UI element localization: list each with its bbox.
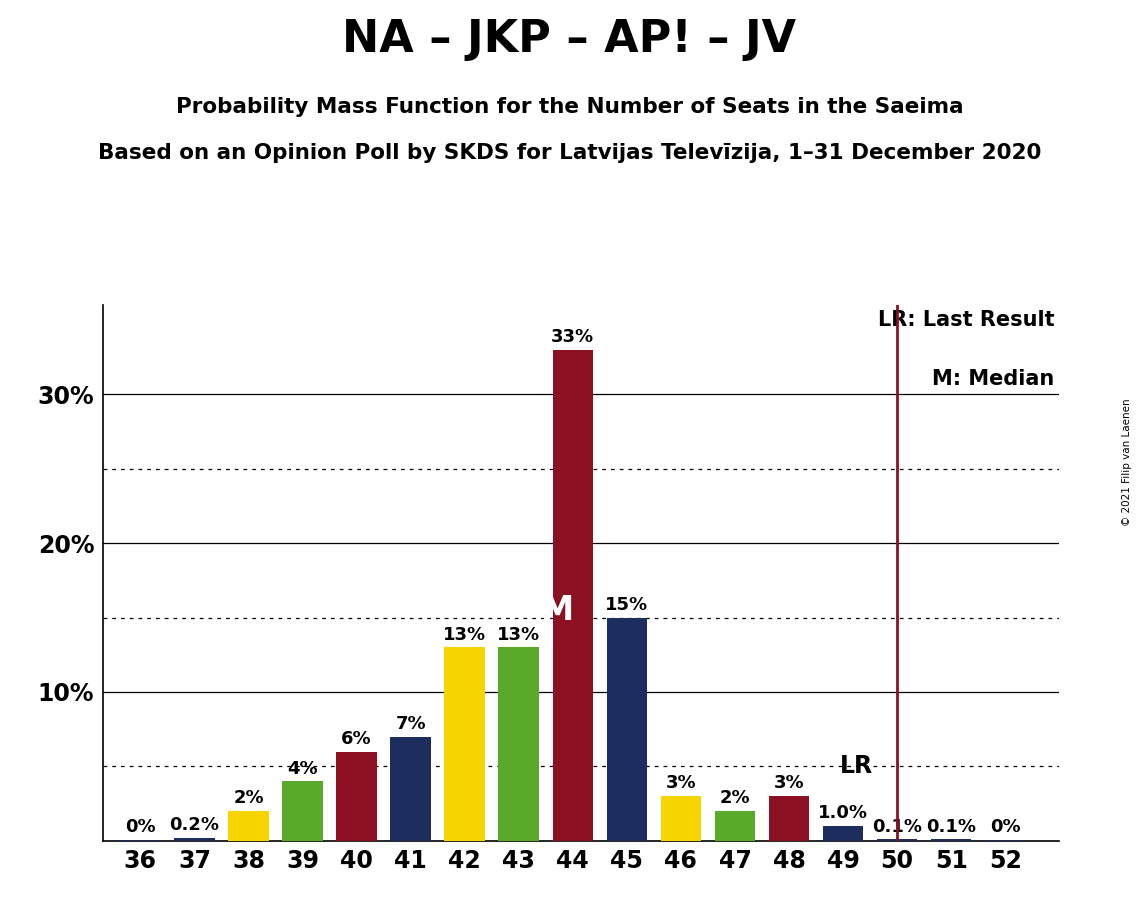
Text: 7%: 7% (395, 715, 426, 733)
Text: © 2021 Filip van Laenen: © 2021 Filip van Laenen (1122, 398, 1132, 526)
Text: M: M (541, 593, 574, 626)
Bar (228, 811, 269, 841)
Bar (769, 796, 810, 841)
Text: 33%: 33% (551, 328, 595, 346)
Bar (931, 839, 972, 841)
Text: 6%: 6% (342, 730, 371, 748)
Text: 3%: 3% (665, 774, 696, 793)
Bar (444, 648, 485, 841)
Text: NA – JKP – AP! – JV: NA – JKP – AP! – JV (343, 18, 796, 62)
Text: Based on an Opinion Poll by SKDS for Latvijas Televīzija, 1–31 December 2020: Based on an Opinion Poll by SKDS for Lat… (98, 143, 1041, 164)
Bar (714, 811, 755, 841)
Bar (607, 617, 647, 841)
Text: 15%: 15% (605, 596, 648, 614)
Text: 0%: 0% (990, 819, 1021, 836)
Bar (822, 826, 863, 841)
Text: 0.1%: 0.1% (872, 818, 923, 835)
Bar (661, 796, 702, 841)
Bar (552, 349, 593, 841)
Text: 13%: 13% (443, 626, 486, 644)
Text: 2%: 2% (233, 789, 264, 808)
Bar (391, 736, 431, 841)
Bar (877, 839, 917, 841)
Bar (174, 838, 214, 841)
Text: 2%: 2% (720, 789, 751, 808)
Bar (336, 751, 377, 841)
Text: 13%: 13% (497, 626, 540, 644)
Text: 0%: 0% (125, 819, 156, 836)
Text: Probability Mass Function for the Number of Seats in the Saeima: Probability Mass Function for the Number… (175, 97, 964, 117)
Text: 4%: 4% (287, 760, 318, 778)
Text: 1.0%: 1.0% (818, 804, 868, 822)
Text: LR: Last Result: LR: Last Result (878, 310, 1055, 330)
Text: 0.1%: 0.1% (926, 818, 976, 835)
Text: 3%: 3% (773, 774, 804, 793)
Text: M: Median: M: Median (932, 370, 1055, 389)
Bar (499, 648, 539, 841)
Bar (282, 782, 322, 841)
Text: LR: LR (839, 754, 872, 778)
Text: 0.2%: 0.2% (170, 816, 220, 834)
